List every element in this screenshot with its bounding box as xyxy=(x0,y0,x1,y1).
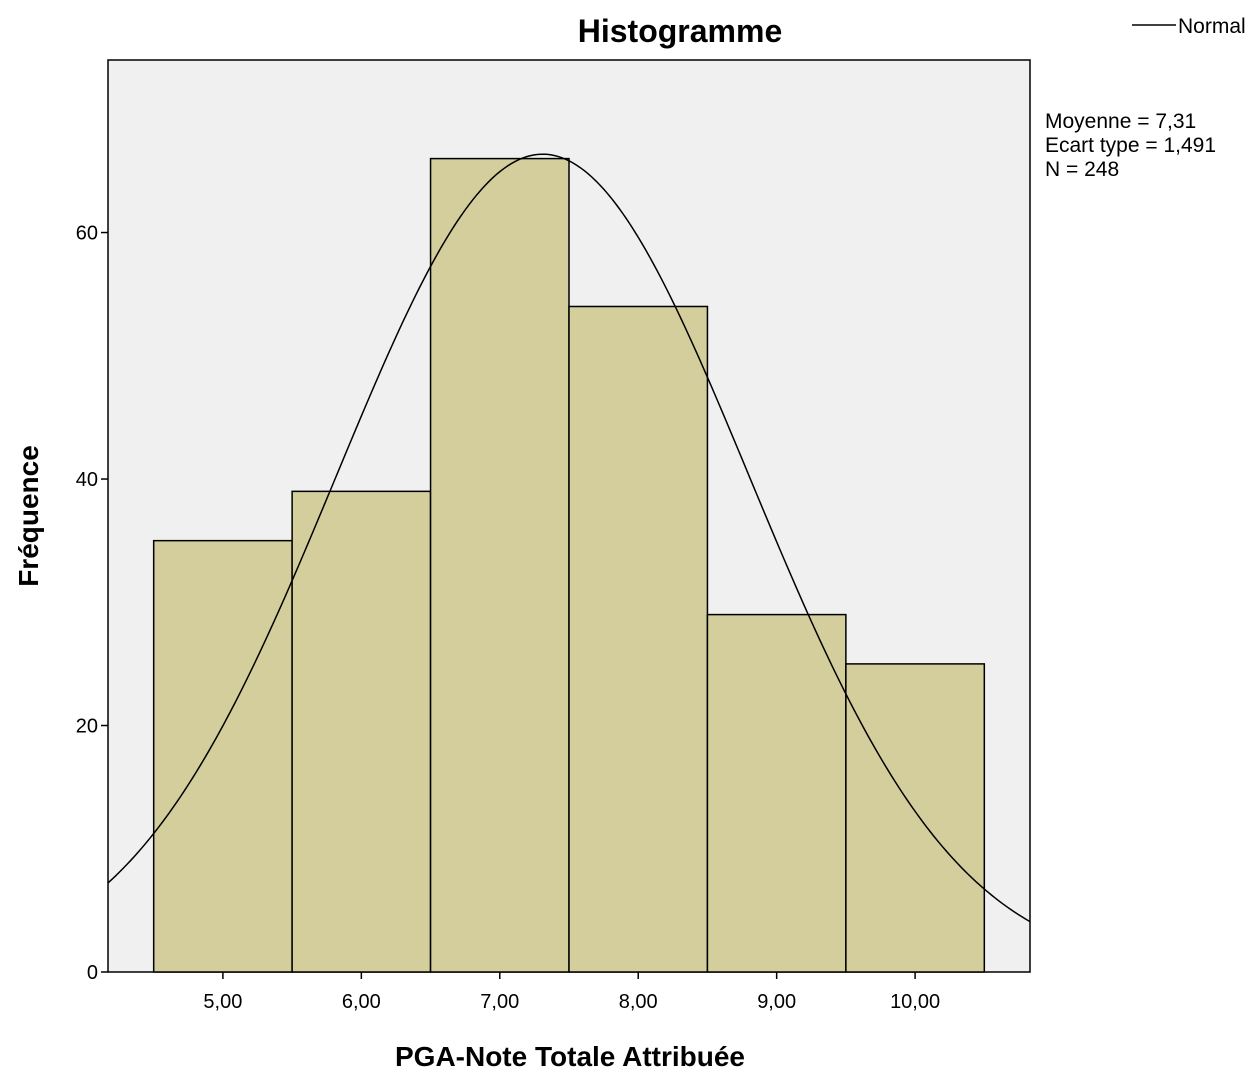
chart-title: Histogramme xyxy=(578,13,783,49)
histogram-bar xyxy=(706,613,847,973)
stats-box: Moyenne = 7,31 Ecart type = 1,491 N = 24… xyxy=(1045,110,1216,181)
histogram-bar xyxy=(568,305,709,973)
x-tick-label: 6,00 xyxy=(342,991,381,1013)
y-tick-label: 60 xyxy=(76,223,98,245)
y-tick-label: 0 xyxy=(87,962,98,984)
y-tick-label: 40 xyxy=(76,469,98,491)
y-axis-title: Fréquence xyxy=(13,445,44,587)
histogram-bars xyxy=(152,157,986,973)
legend-label-normal: Normal xyxy=(1178,15,1246,38)
x-tick-label: 8,00 xyxy=(619,991,658,1013)
histogram-bar xyxy=(152,539,293,973)
x-axis-title: PGA-Note Totale Attribuée xyxy=(395,1041,745,1072)
histogram-bar xyxy=(429,157,570,973)
x-tick-label: 9,00 xyxy=(757,991,796,1013)
x-tick-label: 5,00 xyxy=(203,991,242,1013)
x-tick-label: 7,00 xyxy=(480,991,519,1013)
histogram-bar xyxy=(845,663,986,973)
normal-curve xyxy=(107,153,1031,923)
stat-n: N = 248 xyxy=(1045,158,1119,181)
x-axis: 5,00 6,00 7,00 8,00 9,00 10,00 xyxy=(203,972,940,1013)
x-tick-label: 10,00 xyxy=(890,991,940,1013)
y-axis: 0 20 40 60 xyxy=(76,223,108,984)
legend: Normal xyxy=(1132,15,1246,38)
histogram-bar xyxy=(291,490,432,973)
stat-sd: Ecart type = 1,491 xyxy=(1045,134,1216,157)
stat-mean: Moyenne = 7,31 xyxy=(1045,110,1196,133)
y-tick-label: 20 xyxy=(76,716,98,738)
